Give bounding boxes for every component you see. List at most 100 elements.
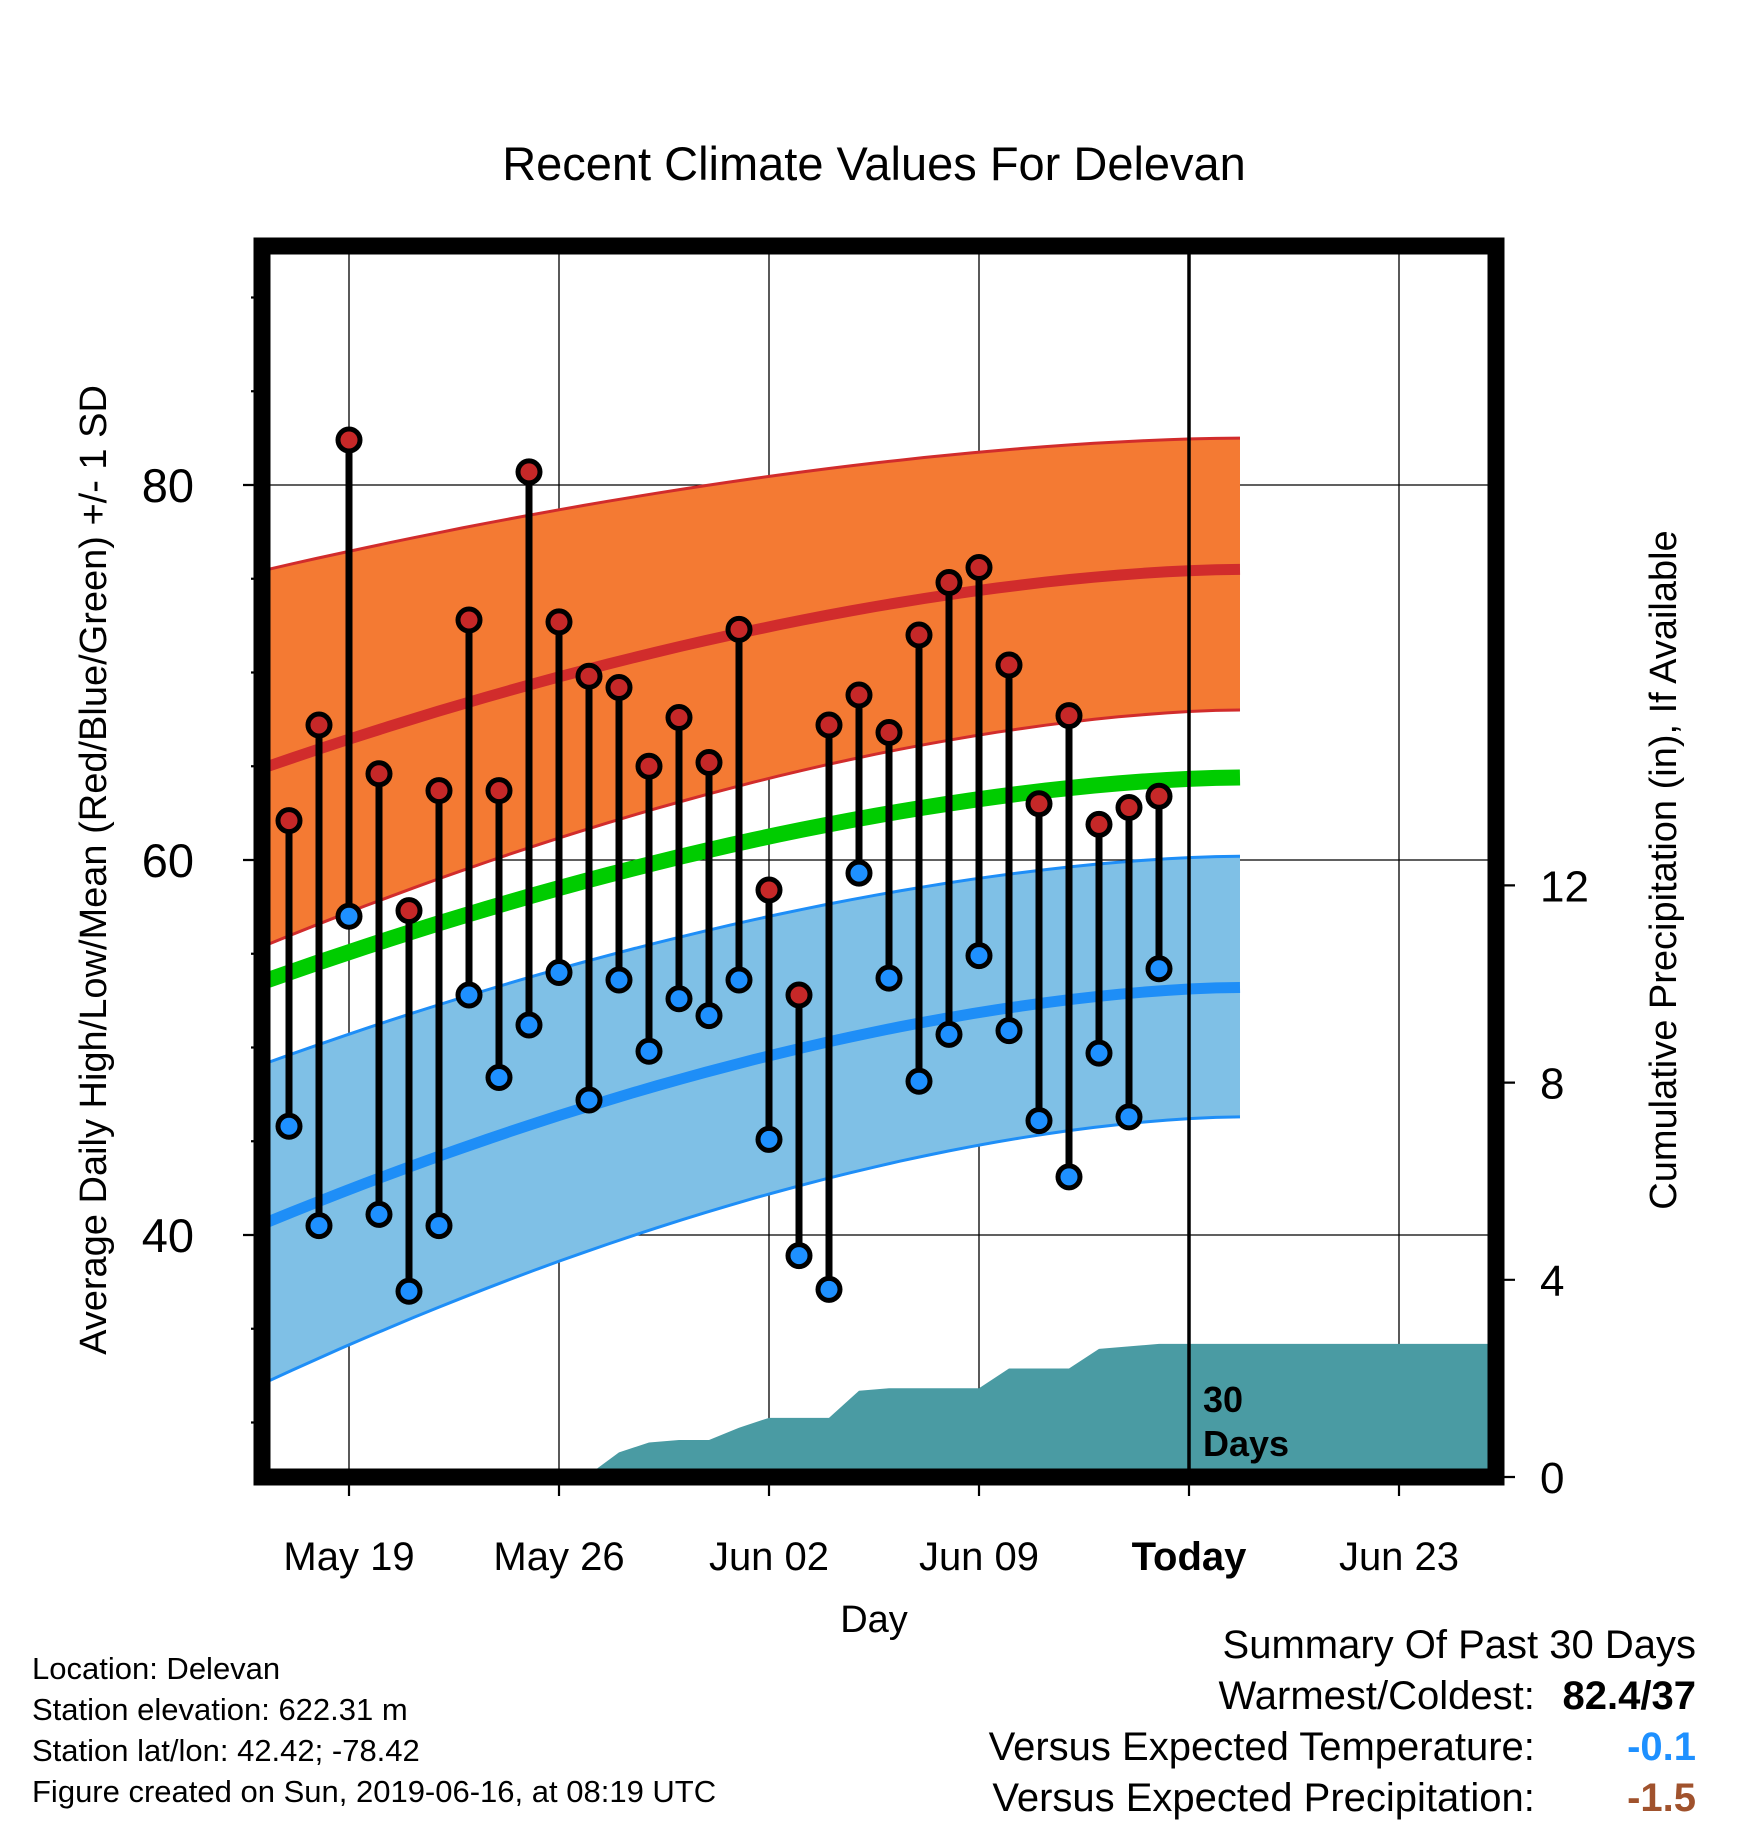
- daily-high-point: [395, 897, 423, 925]
- daily-high-point: [1025, 790, 1053, 818]
- summary-row-precipitation: Versus Expected Precipitation: -1.5: [989, 1773, 1696, 1824]
- daily-low-point: [965, 942, 993, 970]
- daily-low-point: [815, 1275, 843, 1303]
- normal-low-band: [268, 856, 1240, 1382]
- y-tick-label: 60: [142, 834, 194, 887]
- daily-high-point: [725, 615, 753, 643]
- normal-mean-line: [265, 769, 1241, 988]
- daily-high-point: [1055, 702, 1083, 730]
- daily-high-point: [665, 704, 693, 731]
- daily-low-point: [515, 1011, 543, 1039]
- daily-high-point: [995, 651, 1023, 679]
- daily-low-point: [695, 1002, 723, 1030]
- daily-low-point: [725, 966, 753, 994]
- daily-low-point: [365, 1200, 393, 1228]
- y2-tick-label: 0: [1540, 1454, 1564, 1503]
- elevation-text: Station elevation: 622.31 m: [32, 1692, 408, 1727]
- daily-high-point: [425, 777, 453, 805]
- daily-low-point: [545, 959, 573, 986]
- daily-low-point: [605, 966, 633, 994]
- daily-high-point: [965, 554, 993, 581]
- precip-anomaly-label: Versus Expected Precipitation:: [992, 1776, 1535, 1820]
- daily-high-point: [815, 711, 843, 739]
- daily-low-point: [935, 1020, 963, 1048]
- normal-low-line: [265, 982, 1241, 1227]
- x-tick-label: Jun 09: [919, 1535, 1039, 1579]
- daily-low-point: [995, 1017, 1023, 1045]
- daily-high-point: [455, 606, 483, 634]
- station-info: Location: Delevan Station elevation: 622…: [32, 1648, 716, 1812]
- daily-high-point: [755, 876, 783, 904]
- normal-high-band: [268, 438, 1240, 945]
- normal-high-line: [266, 563, 1241, 772]
- daily-low-point: [485, 1064, 513, 1091]
- summary-row-extremes: Warmest/Coldest: 82.4/37: [989, 1671, 1697, 1722]
- precipitation-area: [289, 1343, 1496, 1477]
- daily-high-point: [275, 807, 303, 835]
- daily-high-point: [695, 749, 723, 776]
- daily-low-point: [1055, 1163, 1083, 1191]
- daily-high-point: [605, 674, 633, 701]
- today-annotation-number: 30: [1203, 1379, 1243, 1420]
- daily-low-point: [395, 1277, 423, 1305]
- x-tick-label: May 19: [283, 1535, 414, 1579]
- axes: 40 60 80 0 4 8 12 May 19 May 26 Jun 02 Jun 09 Today…: [142, 296, 1589, 1579]
- summary-row-temperature: Versus Expected Temperature: -0.1: [989, 1722, 1696, 1773]
- daily-low-point: [425, 1212, 453, 1240]
- daily-high-point: [515, 458, 543, 486]
- x-tick-label: Today: [1132, 1535, 1248, 1579]
- plot-area: [262, 246, 1496, 1477]
- location-text: Location: Delevan: [32, 1651, 281, 1686]
- daily-low-point: [275, 1112, 303, 1140]
- daily-low-point: [1085, 1039, 1113, 1067]
- x-tick-label: May 26: [493, 1535, 624, 1579]
- daily-low-point: [845, 859, 873, 887]
- y2-tick-label: 12: [1540, 862, 1589, 911]
- daily-high-point: [545, 608, 573, 636]
- daily-high-point: [635, 752, 663, 780]
- y-tick-label: 80: [142, 459, 194, 512]
- daily-points: [275, 426, 1173, 1305]
- x-axis-label: Day: [840, 1599, 908, 1641]
- normal-low-upper-line: [267, 854, 1241, 1064]
- plot-frame: [253, 237, 1505, 1486]
- daily-high-point: [335, 426, 363, 454]
- summary-panel: Summary Of Past 30 Days Warmest/Coldest:…: [989, 1620, 1696, 1824]
- y2-tick-label: 4: [1540, 1257, 1564, 1306]
- today-annotation: 30 Days: [1203, 1379, 1289, 1464]
- daily-low-point: [635, 1037, 663, 1065]
- daily-high-point: [875, 719, 903, 746]
- daily-high-point: [485, 777, 513, 805]
- y2-axis-label: Cumulative Precipitation (in), If Availa…: [1643, 530, 1685, 1209]
- daily-low-point: [665, 985, 693, 1013]
- y-tick-label: 40: [142, 1209, 194, 1262]
- daily-low-point: [875, 964, 903, 992]
- temp-anomaly-label: Versus Expected Temperature:: [988, 1725, 1535, 1769]
- daily-high-point: [905, 621, 933, 649]
- daily-low-point: [335, 902, 363, 930]
- daily-low-point: [455, 981, 483, 1009]
- warmest-coldest-label: Warmest/Coldest:: [1218, 1674, 1535, 1718]
- normal-high-upper-line: [267, 436, 1241, 571]
- daily-low-point: [1025, 1107, 1053, 1135]
- daily-low-point: [575, 1086, 603, 1114]
- y-axis-label: Average Daily High/Low/Mean (Red/Blue/Gr…: [73, 385, 115, 1355]
- warmest-coldest-value: 82.4/37: [1562, 1674, 1696, 1718]
- temp-anomaly-value: -0.1: [1627, 1725, 1696, 1769]
- daily-high-point: [785, 981, 813, 1009]
- daily-high-point: [1085, 810, 1113, 838]
- daily-low-point: [1115, 1103, 1143, 1131]
- daily-high-point: [935, 569, 963, 596]
- daily-low-point: [305, 1212, 333, 1240]
- daily-high-point: [1115, 794, 1143, 821]
- latlon-text: Station lat/lon: 42.42; -78.42: [32, 1733, 420, 1768]
- x-tick-label: Jun 02: [709, 1535, 829, 1579]
- summary-heading: Summary Of Past 30 Days: [1222, 1623, 1696, 1667]
- created-text: Figure created on Sun, 2019-06-16, at 08…: [32, 1774, 717, 1809]
- y2-tick-label: 8: [1540, 1060, 1564, 1109]
- precip-cumulative-area: [289, 1343, 1496, 1477]
- daily-low-point: [785, 1242, 813, 1270]
- daily-high-point: [845, 681, 873, 709]
- daily-high-point: [365, 760, 393, 788]
